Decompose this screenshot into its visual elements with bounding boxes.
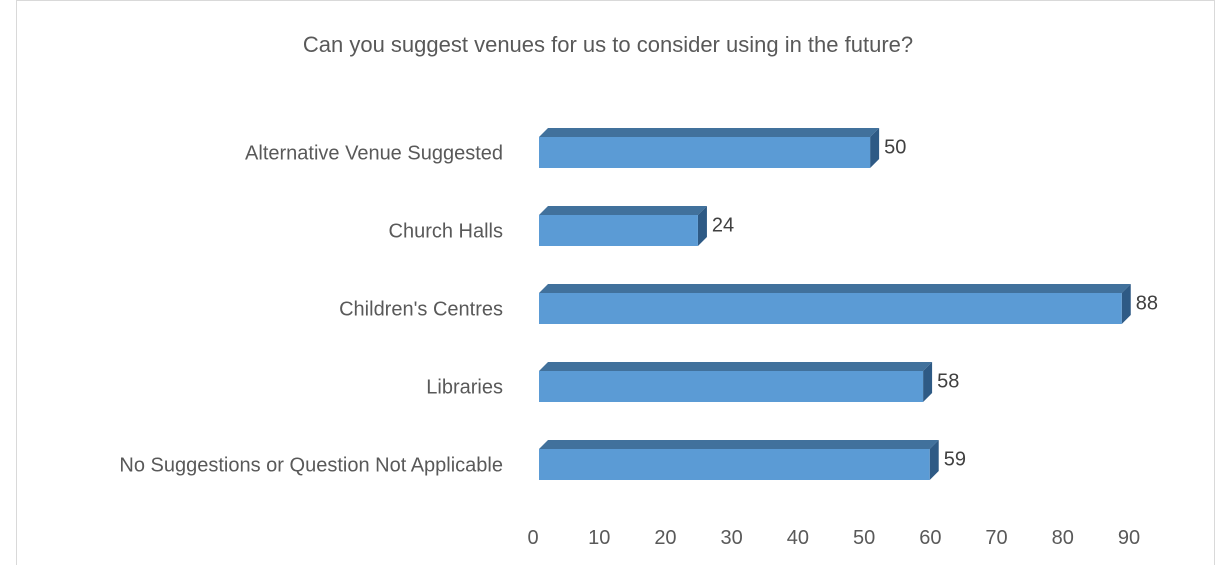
bar-top-face [539,128,880,137]
bar-top-face [539,362,933,371]
category-label: Libraries [426,377,503,399]
bar-side-face [929,440,939,480]
x-tick-label: 80 [1052,527,1074,549]
bar-top-face [539,440,939,449]
data-label: 58 [937,371,959,393]
category-label: Church Halls [389,221,503,243]
data-label: 24 [712,215,734,237]
bar-group: Alternative Venue Suggested 50 [245,128,906,168]
x-tick-label: 70 [985,527,1007,549]
bar-group: Children's Centres 88 [339,284,1158,324]
x-tick-label: 30 [721,527,743,549]
category-label: Alternative Venue Suggested [245,143,503,165]
bar-side-face [697,206,707,246]
data-label: 88 [1136,293,1158,315]
category-label: No Suggestions or Question Not Applicabl… [119,455,503,477]
chart-title: Can you suggest venues for us to conside… [302,32,914,57]
x-tick-label: 0 [527,527,538,549]
bar [539,371,924,402]
category-label: Children's Centres [339,299,503,321]
data-label: 50 [884,137,906,159]
bar-side-face [870,128,880,168]
bar-top-face [539,206,707,215]
bar-top-face [539,284,1131,293]
x-tick-label: 20 [654,527,676,549]
bar-side-face [1121,284,1131,324]
x-tick-label: 60 [919,527,941,549]
x-tick-label: 50 [853,527,875,549]
bar [539,449,930,480]
data-label: 59 [944,449,966,471]
x-tick-label: 10 [588,527,610,549]
bar-group: Libraries 58 [426,362,959,402]
bar-group: Church Halls 24 [389,206,734,246]
bar [539,215,698,246]
x-tick-label: 40 [787,527,809,549]
bar-group: No Suggestions or Question Not Applicabl… [119,440,966,480]
bar [539,293,1122,324]
x-tick-label: 90 [1118,527,1140,549]
bar-side-face [923,362,933,402]
bar [539,137,871,168]
